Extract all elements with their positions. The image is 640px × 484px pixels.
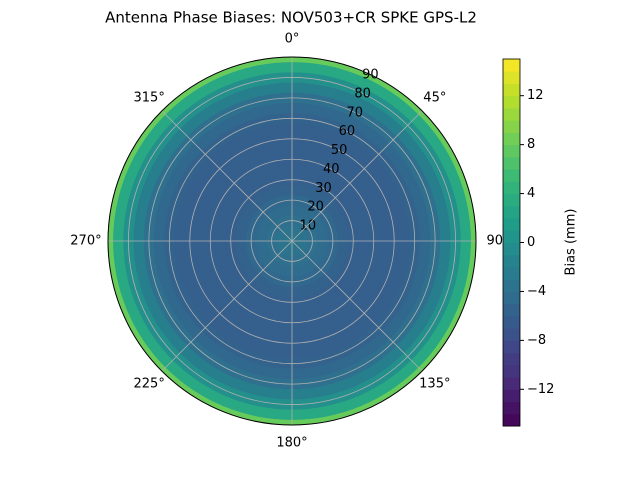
r-tick-label: 20 xyxy=(307,200,324,215)
grid-spoke xyxy=(161,110,293,242)
r-tick-label: 80 xyxy=(354,86,371,101)
colorbar-segment xyxy=(503,83,520,97)
colorbar-segment xyxy=(503,218,520,231)
colorbar-segment xyxy=(503,266,520,280)
grid-spoke xyxy=(291,240,423,372)
colorbar-tick-label: −12 xyxy=(527,382,554,397)
colorbar-segment xyxy=(503,144,520,158)
colorbar-segment xyxy=(503,315,520,329)
colorbar-tick-label: 4 xyxy=(527,186,535,201)
colorbar-tick-label: 12 xyxy=(527,88,544,103)
colorbar-segment xyxy=(503,340,520,354)
colorbar-segment xyxy=(503,389,520,403)
colorbar-segment xyxy=(503,254,520,268)
grid-spoke xyxy=(161,240,293,372)
r-tick-label: 30 xyxy=(315,181,332,196)
colorbar-segment xyxy=(503,132,520,146)
r-tick-label: 70 xyxy=(346,105,363,120)
colorbar-segment xyxy=(503,303,520,317)
r-tick-label: 40 xyxy=(323,162,340,177)
chart-title: Antenna Phase Biases: NOV503+CR SPKE GPS… xyxy=(105,9,477,27)
colorbar-segment xyxy=(503,169,520,182)
colorbar-segment xyxy=(503,413,520,427)
r-tick-label: 60 xyxy=(339,124,356,139)
colorbar-segment xyxy=(503,279,520,292)
colorbar-segment xyxy=(503,59,520,72)
polar-frame xyxy=(107,56,477,426)
grid-spoke xyxy=(291,110,423,242)
colorbar-segment xyxy=(503,71,520,84)
colorbar-segment xyxy=(503,205,520,219)
colorbar-segment xyxy=(503,156,520,170)
colorbar-segment xyxy=(503,230,520,243)
colorbar-segment xyxy=(503,291,520,305)
colorbar-segment xyxy=(503,120,520,133)
colorbar-segment xyxy=(503,107,520,121)
colorbar-segment xyxy=(503,364,520,378)
colorbar-segment xyxy=(503,401,520,415)
colorbar-segment xyxy=(503,352,520,366)
theta-tick-label: 315° xyxy=(134,91,165,106)
colorbar-segment xyxy=(503,181,520,195)
theta-tick-label: 225° xyxy=(134,376,165,391)
colorbar-segment xyxy=(503,377,520,390)
theta-tick-label: 135° xyxy=(419,376,450,391)
colorbar-segment xyxy=(503,242,520,256)
colorbar-tick-label: 8 xyxy=(527,137,535,152)
theta-tick-label: 45° xyxy=(423,91,446,106)
theta-tick-label: 270° xyxy=(70,234,101,249)
colorbar-tick-label: −8 xyxy=(527,333,546,348)
colorbar-segment xyxy=(503,193,520,207)
colorbar-label: Bias (mm) xyxy=(564,209,579,276)
colorbar-tick-label: 0 xyxy=(527,235,535,250)
colorbar-segment xyxy=(503,328,520,341)
theta-tick-label: 0° xyxy=(285,32,300,47)
colorbar-segment xyxy=(503,95,520,109)
theta-tick-label: 180° xyxy=(276,436,307,451)
r-tick-label: 50 xyxy=(331,143,348,158)
colorbar-tick-label: −4 xyxy=(527,284,546,299)
